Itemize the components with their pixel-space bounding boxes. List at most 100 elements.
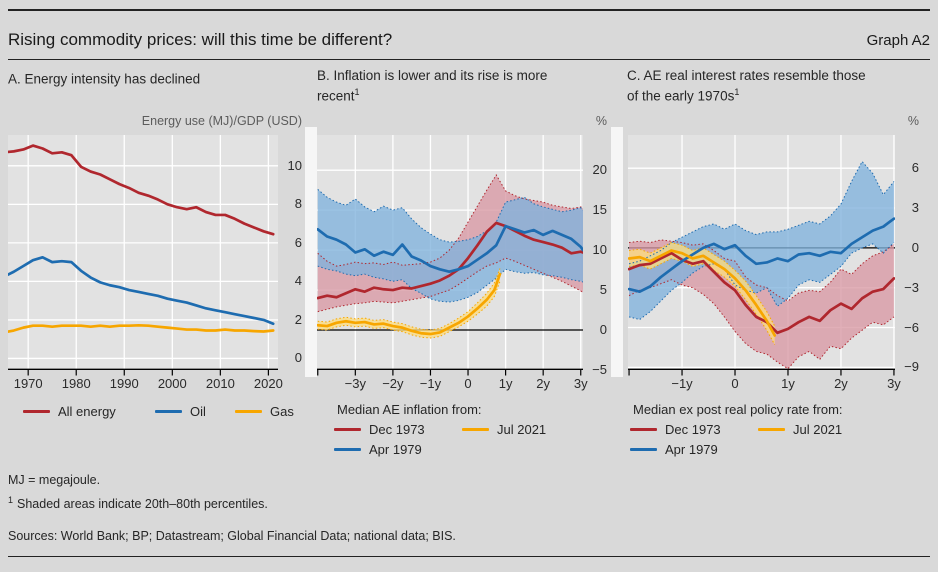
x-tick-label: 1y [781,376,795,391]
all-energy-swatch [23,409,50,414]
x-tick-label: 2y [834,376,848,391]
y-tick-label: 0 [599,322,607,338]
x-tick-label: 0 [464,376,472,391]
y-tick-label: 8 [294,196,302,212]
oil-swatch [155,409,182,414]
x-tick-label: 2020 [253,376,283,391]
legend-item-dec-1973: Dec 1973 [630,422,721,437]
x-tick-label: 1980 [61,376,91,391]
y-tick-label: 6 [294,234,302,250]
jul-2021-swatch [462,427,489,432]
footnote-1-text: Shaded areas indicate 20th–80th percenti… [17,497,268,512]
panel-c-chart [628,135,895,376]
jul-2021-swatch [758,427,785,432]
footnote-sources: Sources: World Bank; BP; Datastream; Glo… [8,529,456,543]
y-tick-label: −3 [904,279,919,295]
legend-label: Oil [190,404,206,419]
panel-a-title-text: A. Energy intensity has declined [8,71,201,87]
x-tick-label: −1y [671,376,693,391]
Dec 1973-line [317,221,583,300]
x-tick-label: 3y [573,376,588,391]
Jul 2021-band-edge [628,242,776,327]
legend-item-jul-2021: Jul 2021 [462,422,546,437]
legend-label: Dec 1973 [665,422,721,437]
apr-1979-swatch [630,447,657,452]
y-tick-label: 4 [294,273,302,289]
panel-a-plot: 0 2 4 6 8 10 1970 1980 1990 2000 2010 2020 [8,135,302,391]
footnote-mj: MJ = megajoule. [8,473,101,487]
apr-1979-swatch [334,447,361,452]
plot-bg [8,135,278,370]
Dec 1973-band-edge [628,239,895,302]
Apr 1979-band [317,189,583,303]
x-tick-label: 2000 [157,376,187,391]
y-tick-label: −6 [904,319,919,335]
dec-1973-swatch [630,427,657,432]
legend-label: All energy [58,404,116,419]
y-tick-label: 2 [294,311,302,327]
Apr 1979-band [629,161,894,320]
panel-c-axis-unit: % [907,114,919,128]
legend-item-jul-2021: Jul 2021 [758,422,842,437]
panel-c-title-sup: 1 [734,87,740,97]
Jul 2021-band [629,242,775,345]
panel-a-axis-unit: Energy use (MJ)/GDP (USD) [141,114,302,128]
panel-gap [611,127,623,377]
legend-label: Gas [270,404,294,419]
legend-label: Dec 1973 [369,422,425,437]
y-tick-label: 0 [911,239,919,255]
Jul 2021-line [628,249,777,337]
legend-item-apr-1979: Apr 1979 [630,442,718,457]
panel-b-title: B. Inflation is lower and its rise is mo… [317,67,565,105]
y-tick-label: 10 [287,157,302,173]
panel-c-title: C. AE real interest rates resemble those… [627,67,875,105]
legend-label: Jul 2021 [497,422,547,437]
gas-swatch [235,409,262,414]
dec-1973-swatch [334,427,361,432]
graph-number-label: Graph A2 [866,32,930,49]
y-tick-label: 5 [599,282,607,298]
x-tick-label: 1y [498,376,513,391]
y-tick-label: 10 [592,242,607,258]
Apr 1979-line [317,224,583,274]
x-tick-label: −1y [419,376,442,391]
Jul 2021-line [317,272,502,336]
panel-c-title-text: C. AE real interest rates resemble those… [627,68,866,104]
Apr 1979-band-edge [317,265,583,303]
x-tick-label: 1990 [109,376,139,391]
panel-a-chart [8,135,278,376]
bottom-rule [8,556,930,557]
Dec 1973-line [628,251,895,335]
Oil-line [8,255,275,326]
x-tick-label: 2010 [205,376,235,391]
plot-area [317,135,583,370]
legend-item-dec-1973: Dec 1973 [334,422,425,437]
legend-label: Apr 1979 [369,442,422,457]
y-tick-label: 15 [592,202,607,218]
Gas-line [8,323,275,334]
Dec 1973-band-edge [317,173,583,267]
x-tick-label: −3y [344,376,366,391]
x-tick-label: −2y [382,376,404,391]
legend-item-all-energy: All energy [23,404,116,419]
y-tick-label: −9 [904,359,919,375]
panel-b-chart [317,135,583,376]
x-tick-label: 3y [887,376,901,391]
Apr 1979-band-edge [628,242,895,321]
All energy-line [8,144,275,236]
Dec 1973-band-edge [317,257,583,313]
y-tick-label: 3 [911,200,919,216]
title-rule [8,59,930,60]
y-tick-label: 6 [911,160,919,176]
panel-b-plot: −5 0 5 10 15 20 −3y −2y −1y 0 1y 2y 3y [317,135,607,391]
legend-item-gas: Gas [235,404,294,419]
panel-b-axis-unit: % [595,114,607,128]
legend-item-oil: Oil [155,404,206,419]
x-tick-label: 0 [731,376,739,391]
top-rule [8,9,930,11]
y-tick-label: 0 [294,350,302,366]
x-tick-label: 1970 [13,376,43,391]
page-title: Rising commodity prices: will this time … [8,30,393,49]
legend-label: Jul 2021 [793,422,843,437]
